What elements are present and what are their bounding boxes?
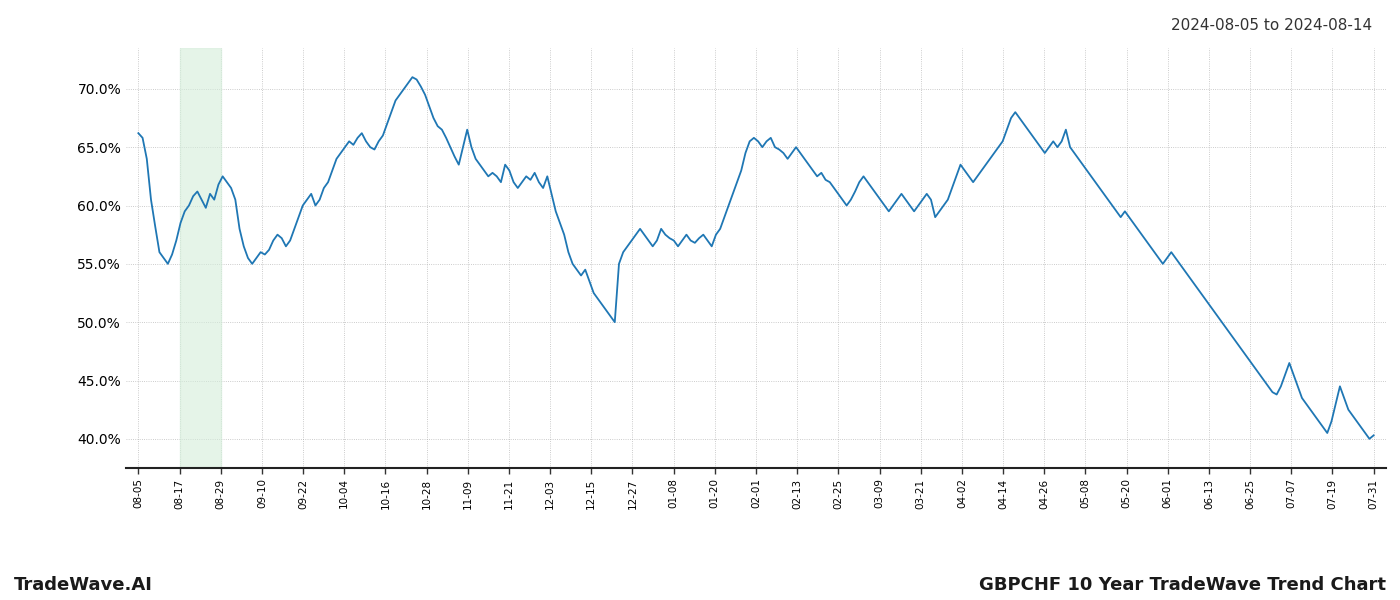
Text: TradeWave.AI: TradeWave.AI	[14, 576, 153, 594]
Text: 2024-08-05 to 2024-08-14: 2024-08-05 to 2024-08-14	[1170, 18, 1372, 33]
Text: GBPCHF 10 Year TradeWave Trend Chart: GBPCHF 10 Year TradeWave Trend Chart	[979, 576, 1386, 594]
Bar	[179, 48, 221, 468]
